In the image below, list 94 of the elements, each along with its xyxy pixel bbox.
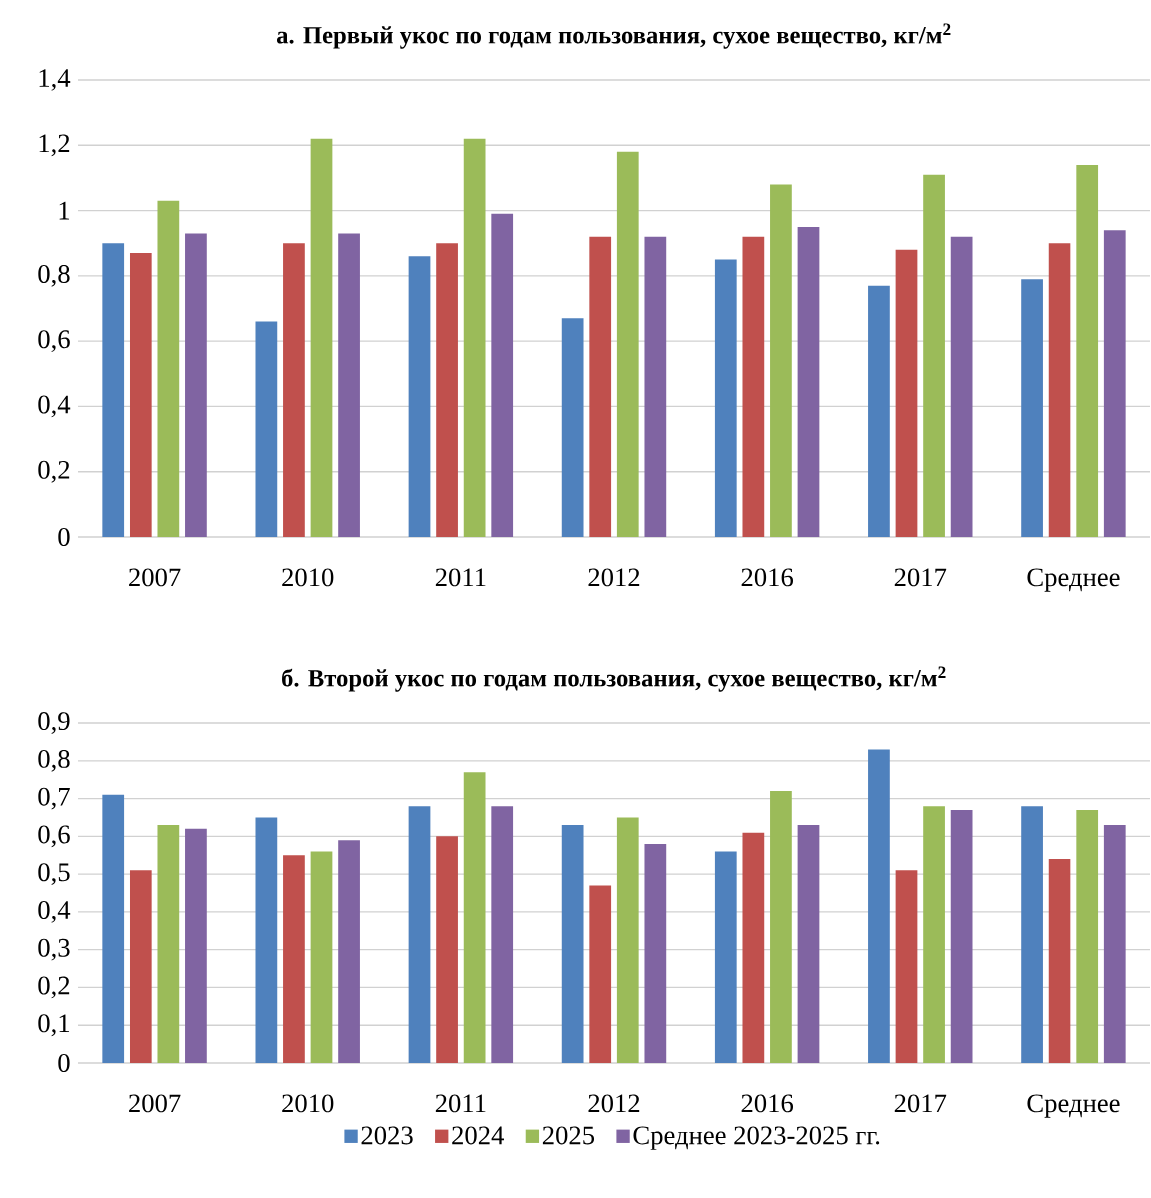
y-tick-label: 0,7 (38, 787, 70, 810)
bar (797, 226, 820, 537)
y-tick-label: 0,8 (38, 264, 70, 287)
bar (1048, 243, 1071, 537)
bar (436, 836, 458, 1064)
bar (157, 200, 180, 537)
bar (868, 285, 890, 537)
y-tick-label: 0,6 (38, 825, 70, 848)
bar (714, 851, 737, 1064)
x-tick-label: Среднее (1027, 1094, 1120, 1118)
bar (255, 321, 278, 537)
x-tick-label: 2011 (435, 1094, 486, 1113)
bar (950, 236, 973, 537)
chart-title: б. Второй укос по годам пользования, сухое вещество, кг/м$^{2}$ (282, 666, 946, 692)
bar (310, 851, 333, 1064)
bar (1021, 806, 1043, 1064)
bar (1103, 230, 1126, 537)
y-tick-label: 0,3 (38, 938, 70, 961)
y-tick-label: 0,9 (38, 712, 70, 734)
legend-label: 2024 (452, 1126, 504, 1145)
x-tick-label: 2016 (741, 1094, 794, 1113)
x-tick-label: 2010 (282, 568, 334, 587)
legend-label: Среднее 2023-2025 гг. (633, 1126, 880, 1150)
bar (923, 174, 945, 537)
bar (923, 806, 945, 1064)
x-tick-label: 2012 (588, 568, 640, 587)
bar (714, 259, 737, 537)
x-tick-label: 2010 (282, 1094, 334, 1113)
y-tick-label: 0,4 (38, 900, 71, 923)
bar (1076, 809, 1099, 1064)
bar (338, 233, 360, 537)
bar (436, 243, 458, 537)
bar (102, 243, 125, 537)
bar (644, 843, 667, 1064)
bar (895, 870, 918, 1064)
bar (255, 817, 278, 1064)
bar (491, 213, 514, 537)
bar (742, 236, 765, 537)
legend-label: 2023 (361, 1126, 413, 1145)
y-tick-label: 0,5 (38, 863, 70, 886)
y-tick-label: 0,6 (38, 330, 70, 353)
bar (589, 236, 612, 537)
bar (283, 243, 305, 537)
bar (283, 855, 305, 1064)
bar (129, 870, 152, 1064)
bar (770, 184, 792, 537)
bar (616, 151, 639, 537)
bar (797, 825, 820, 1064)
bar (770, 791, 792, 1064)
y-tick-label: 1 (59, 201, 70, 220)
x-tick-label: Среднее (1027, 568, 1120, 592)
bar (310, 138, 333, 537)
bar (895, 249, 918, 537)
x-tick-label: 2016 (741, 568, 794, 587)
bar (463, 138, 486, 537)
bar (950, 809, 973, 1064)
bar (616, 817, 639, 1064)
y-tick-label: 0 (58, 1054, 70, 1072)
bar (408, 806, 431, 1064)
bar (1076, 164, 1099, 537)
x-tick-label: 2007 (129, 568, 181, 587)
bar (1103, 825, 1126, 1064)
y-tick-label: 0,4 (38, 395, 71, 418)
x-tick-label: 2017 (894, 1094, 947, 1113)
bar (561, 825, 584, 1064)
bar (1048, 859, 1071, 1064)
x-tick-label: 2011 (435, 568, 486, 587)
y-tick-label: 0,2 (38, 460, 70, 483)
bar (742, 832, 765, 1064)
y-tick-label: 1,2 (39, 134, 70, 157)
x-tick-label: 2007 (129, 1094, 181, 1113)
bar (157, 825, 180, 1064)
x-tick-label: 2017 (894, 568, 947, 587)
bar (185, 233, 207, 537)
y-tick-label: 0,8 (38, 749, 70, 772)
bar (408, 256, 431, 537)
bar (589, 885, 612, 1064)
bar (463, 772, 486, 1064)
chart-title: а. Первый укос по годам пользования, сухое вещество, кг/м$^{2}$ (276, 23, 951, 49)
y-tick-label: 0 (58, 528, 70, 546)
bar (338, 840, 360, 1064)
x-tick-label: 2012 (588, 1094, 640, 1113)
y-tick-label: 0,2 (38, 976, 70, 999)
bar (561, 318, 584, 537)
bar (1021, 279, 1043, 537)
y-tick-label: 1,4 (39, 69, 71, 91)
bar (102, 794, 125, 1064)
bar (644, 236, 667, 537)
bar (185, 828, 207, 1064)
bar (868, 749, 890, 1064)
legend-label: 2025 (542, 1126, 595, 1145)
y-tick-label: 0,1 (38, 1014, 70, 1037)
bar (129, 253, 152, 537)
bar (491, 806, 514, 1064)
